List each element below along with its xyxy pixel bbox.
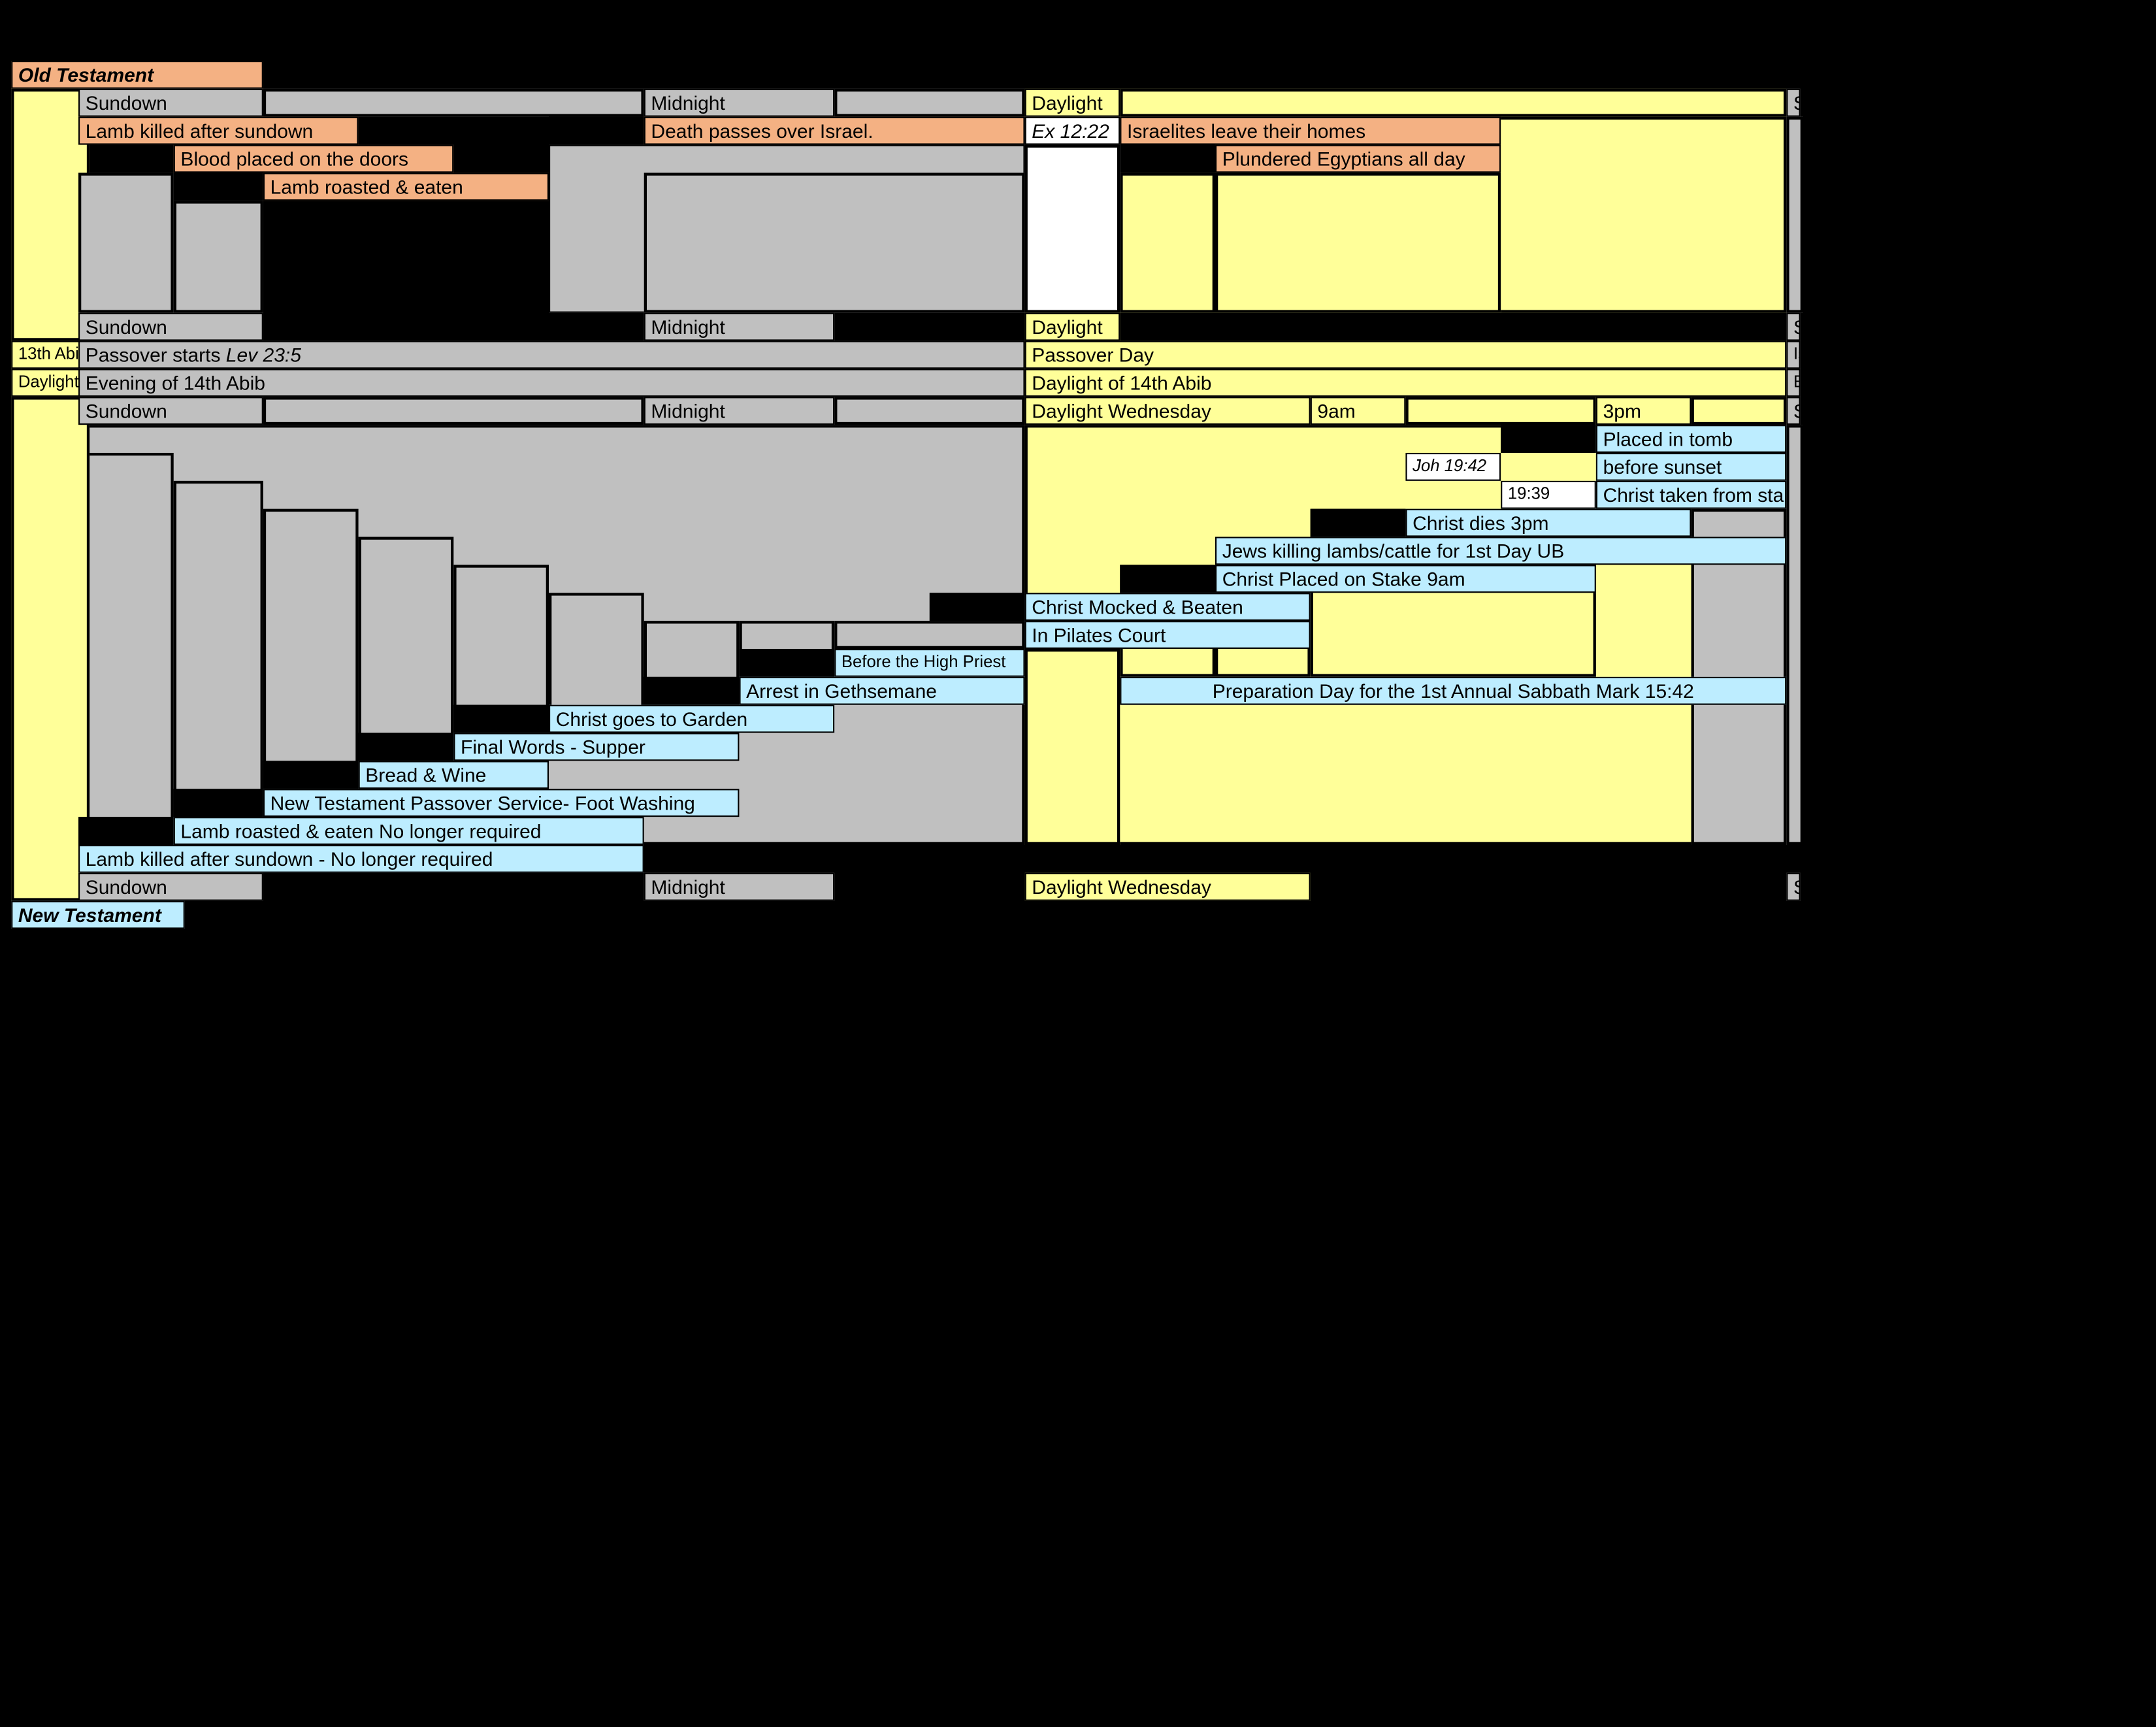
nt-yellow-14-17 bbox=[1405, 397, 1595, 425]
ot-sundown-bot: Sundown bbox=[78, 313, 263, 341]
nt-yellow-18 bbox=[1691, 397, 1787, 425]
nt-3pm: 3pm bbox=[1596, 397, 1691, 425]
nt-black-18 bbox=[1120, 565, 1215, 593]
nt-high-priest: Before the High Priest bbox=[834, 649, 1024, 677]
ot-blood-doors: Blood placed on the doors bbox=[174, 145, 454, 173]
nt-sundown-bot-r: Sundown bbox=[1786, 873, 1800, 901]
nt-black-26 bbox=[174, 789, 263, 817]
nt-9am: 9am bbox=[1311, 397, 1406, 425]
ot-gray-block-l1 bbox=[78, 173, 174, 313]
ot-title: Old Testament bbox=[11, 61, 263, 89]
ot-death-passes: Death passes over Israel. bbox=[644, 117, 1025, 145]
nt-midnight-top: Midnight bbox=[644, 397, 834, 425]
nt-garden: Christ goes to Garden bbox=[549, 705, 834, 733]
mid-istday: Ist Day ULB bbox=[1786, 341, 1800, 369]
ot-lamb-killed: Lamb killed after sundown bbox=[78, 117, 359, 145]
mid-passover-day: Passover Day bbox=[1025, 341, 1787, 369]
nt-black-23 bbox=[453, 705, 549, 733]
nt-sundown-bot: Sundown bbox=[78, 873, 263, 901]
nt-gray-step-4 bbox=[359, 537, 454, 761]
nt-pilate: In Pilates Court bbox=[1025, 621, 1311, 649]
nt-taken-stake: Christ taken from stake bbox=[1596, 481, 1786, 509]
nt-sundown-top: Sundown bbox=[78, 397, 263, 425]
ot-sundown-bot-r: Sundown bbox=[1786, 313, 1800, 341]
nt-gethsemane: Arrest in Gethsemane bbox=[739, 677, 1024, 705]
nt-mocked: Christ Mocked & Beaten bbox=[1025, 593, 1311, 621]
ot-midnight-top: Midnight bbox=[644, 89, 834, 117]
ot-yellow-block-rB bbox=[1215, 173, 1501, 313]
nt-black-19 bbox=[930, 593, 1025, 621]
nt-black-21 bbox=[739, 649, 834, 677]
nt-prep-day: Preparation Day for the 1st Annual Sabba… bbox=[1120, 677, 1786, 705]
nt-gray-step-9 bbox=[834, 621, 1024, 649]
nt-placed-stake: Christ Placed on Stake 9am bbox=[1215, 565, 1596, 593]
ot-sundown-top: Sundown bbox=[78, 89, 263, 117]
nt-midnight-bot: Midnight bbox=[644, 873, 834, 901]
mid-passover-starts: Passover starts Lev 23:5 bbox=[78, 341, 1025, 369]
nt-gray-step-1 bbox=[78, 453, 174, 845]
nt-final-words: Final Words - Supper bbox=[453, 733, 739, 761]
nt-roasted-nr: Lamb roasted & eaten No longer required bbox=[174, 817, 644, 845]
mid-daylight14: Daylight of 14th Abib bbox=[1025, 369, 1787, 397]
ot-daylight-top: Daylight bbox=[1025, 89, 1120, 117]
ot-black-2a bbox=[549, 117, 644, 145]
nt-bread-wine: Bread & Wine bbox=[359, 761, 549, 789]
nt-footwashing: New Testament Passover Service- Foot Was… bbox=[263, 789, 740, 817]
nt-black-16 bbox=[1311, 509, 1406, 537]
nt-daylight-bot: Daylight Wednesday bbox=[1025, 873, 1311, 901]
nt-gray-step-2 bbox=[174, 481, 263, 817]
ot-midnight-bot: Midnight bbox=[644, 313, 834, 341]
ot-black-4a bbox=[174, 173, 263, 201]
nt-before-sunset: before sunset bbox=[1596, 453, 1786, 481]
mid-eve15: Eve 15th Abib bbox=[1786, 369, 1800, 397]
ot-gray-block-r bbox=[1786, 117, 1803, 313]
nt-gray-top-2 bbox=[834, 397, 1024, 425]
ot-gray-top-1 bbox=[263, 89, 644, 117]
ot-black-3a bbox=[1120, 145, 1215, 173]
nt-joh1942: Joh 19:42 bbox=[1405, 453, 1501, 481]
ot-ex1222: Ex 12:22 bbox=[1025, 117, 1120, 145]
nt-black-22 bbox=[644, 677, 740, 705]
nt-daylight-wed: Daylight Wednesday bbox=[1025, 397, 1311, 425]
ot-yellow-top bbox=[1120, 89, 1786, 117]
nt-black-27 bbox=[78, 817, 174, 845]
timeline-diagram: Old TestamentSundownMidnightDaylightSund… bbox=[0, 61, 2156, 1727]
ot-sundown-top-r: Sundown bbox=[1786, 89, 1800, 117]
nt-black-25 bbox=[263, 761, 359, 789]
nt-jews-lambs: Jews killing lambs/cattle for 1st Day UB bbox=[1215, 537, 1786, 565]
nt-dies-3pm: Christ dies 3pm bbox=[1405, 509, 1691, 537]
ot-white-under-ex bbox=[1025, 145, 1120, 313]
nt-black-13 bbox=[1501, 425, 1596, 453]
nt-1939: 19:39 bbox=[1501, 481, 1596, 509]
nt-title: New Testament bbox=[11, 901, 185, 929]
nt-sundown-top-r: Sundown bbox=[1786, 397, 1800, 425]
ot-israelites-leave: Israelites leave their homes bbox=[1120, 117, 1501, 145]
nt-yel-step-11 bbox=[1025, 649, 1120, 845]
mid-evening14: Evening of 14th Abib bbox=[78, 369, 1025, 397]
nt-gray-right bbox=[1786, 425, 1803, 845]
nt-placed-tomb: Placed in tomb bbox=[1596, 425, 1786, 453]
ot-gray-block-l2 bbox=[174, 201, 263, 313]
nt-black-24 bbox=[359, 733, 454, 761]
ot-gray-block-mid2 bbox=[644, 173, 1025, 313]
ot-yellow-block-rA bbox=[1120, 173, 1215, 313]
ot-daylight-bot: Daylight bbox=[1025, 313, 1120, 341]
nt-killed-nr: Lamb killed after sundown - No longer re… bbox=[78, 845, 644, 873]
ot-gray-top-2 bbox=[834, 89, 1024, 117]
ot-lamb-roasted: Lamb roasted & eaten bbox=[263, 173, 549, 201]
ot-plunder: Plundered Egyptians all day bbox=[1215, 145, 1501, 173]
nt-gray-top-1 bbox=[263, 397, 644, 425]
nt-gray-step-3 bbox=[263, 509, 359, 789]
